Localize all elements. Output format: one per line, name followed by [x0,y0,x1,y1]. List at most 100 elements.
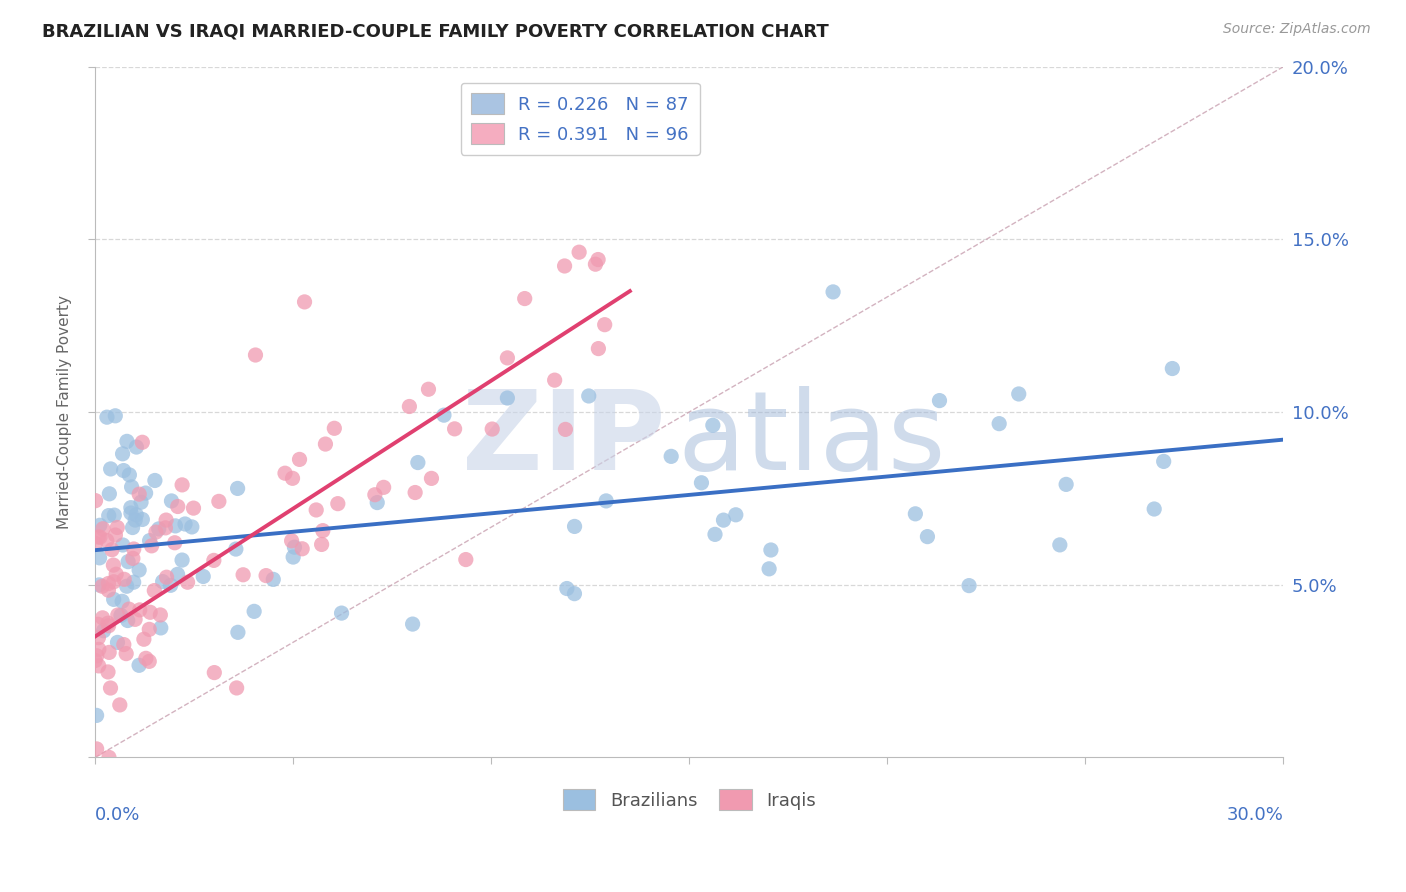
Point [406,456,429,470]
Point [122,551,145,566]
Point [163,535,186,549]
Point [180,520,202,534]
Point [326,497,349,511]
Point [91,611,114,625]
Point [96,410,118,425]
Point [288,452,311,467]
Point [568,245,591,260]
Point [87,642,110,657]
Point [93,624,115,638]
Point [555,582,578,596]
Point [122,541,145,556]
Point [420,471,443,485]
Point [121,480,143,494]
Point [89,518,111,533]
Point [143,583,166,598]
Point [404,485,426,500]
Point [98,487,121,501]
Point [1143,502,1166,516]
Point [166,567,188,582]
Point [117,555,139,569]
Point [100,681,122,695]
Point [149,621,172,635]
Point [111,538,134,552]
Point [202,665,225,680]
Point [323,421,346,435]
Point [928,393,950,408]
Point [135,486,157,500]
Point [183,501,205,516]
Point [202,553,225,567]
Point [87,631,110,645]
Point [1049,538,1071,552]
Point [595,494,617,508]
Point [122,575,145,590]
Point [170,553,193,567]
Point [105,520,128,534]
Point [454,552,477,566]
Point [84,654,107,668]
Point [143,474,166,488]
Point [108,698,131,712]
Point [758,562,780,576]
Point [554,422,576,436]
Point [125,440,148,454]
Point [583,257,606,271]
Point [543,373,565,387]
Point [593,318,616,332]
Y-axis label: Married-Couple Family Poverty: Married-Couple Family Poverty [58,295,72,529]
Point [89,550,111,565]
Point [131,435,153,450]
Point [115,579,138,593]
Point [330,606,353,620]
Point [87,530,110,544]
Point [139,605,162,619]
Point [254,568,277,582]
Text: 30.0%: 30.0% [1226,805,1284,823]
Point [96,533,118,548]
Point [159,578,181,592]
Point [294,294,316,309]
Point [86,648,108,663]
Point [107,635,129,649]
Point [496,351,519,365]
Point [281,471,304,485]
Point [115,647,138,661]
Point [225,681,247,695]
Point [957,579,980,593]
Point [1008,387,1031,401]
Point [193,569,215,583]
Point [97,665,120,679]
Point [398,400,420,414]
Point [208,494,231,508]
Point [659,450,682,464]
Point [305,503,328,517]
Point [588,342,610,356]
Point [152,574,174,589]
Point [128,487,150,501]
Point [135,651,157,665]
Point [97,583,120,598]
Point [283,540,305,554]
Point [118,467,141,482]
Point [702,418,724,433]
Point [160,494,183,508]
Point [564,519,586,533]
Text: 0.0%: 0.0% [96,805,141,823]
Point [496,391,519,405]
Point [1054,477,1077,491]
Point [165,519,187,533]
Point [225,542,247,557]
Point [713,513,735,527]
Point [690,475,713,490]
Point [823,285,845,299]
Point [97,616,120,631]
Point [97,508,120,523]
Point [283,550,305,565]
Point [117,614,139,628]
Point [86,708,108,723]
Point [1153,454,1175,468]
Point [105,567,128,582]
Point [91,522,114,536]
Point [120,506,142,520]
